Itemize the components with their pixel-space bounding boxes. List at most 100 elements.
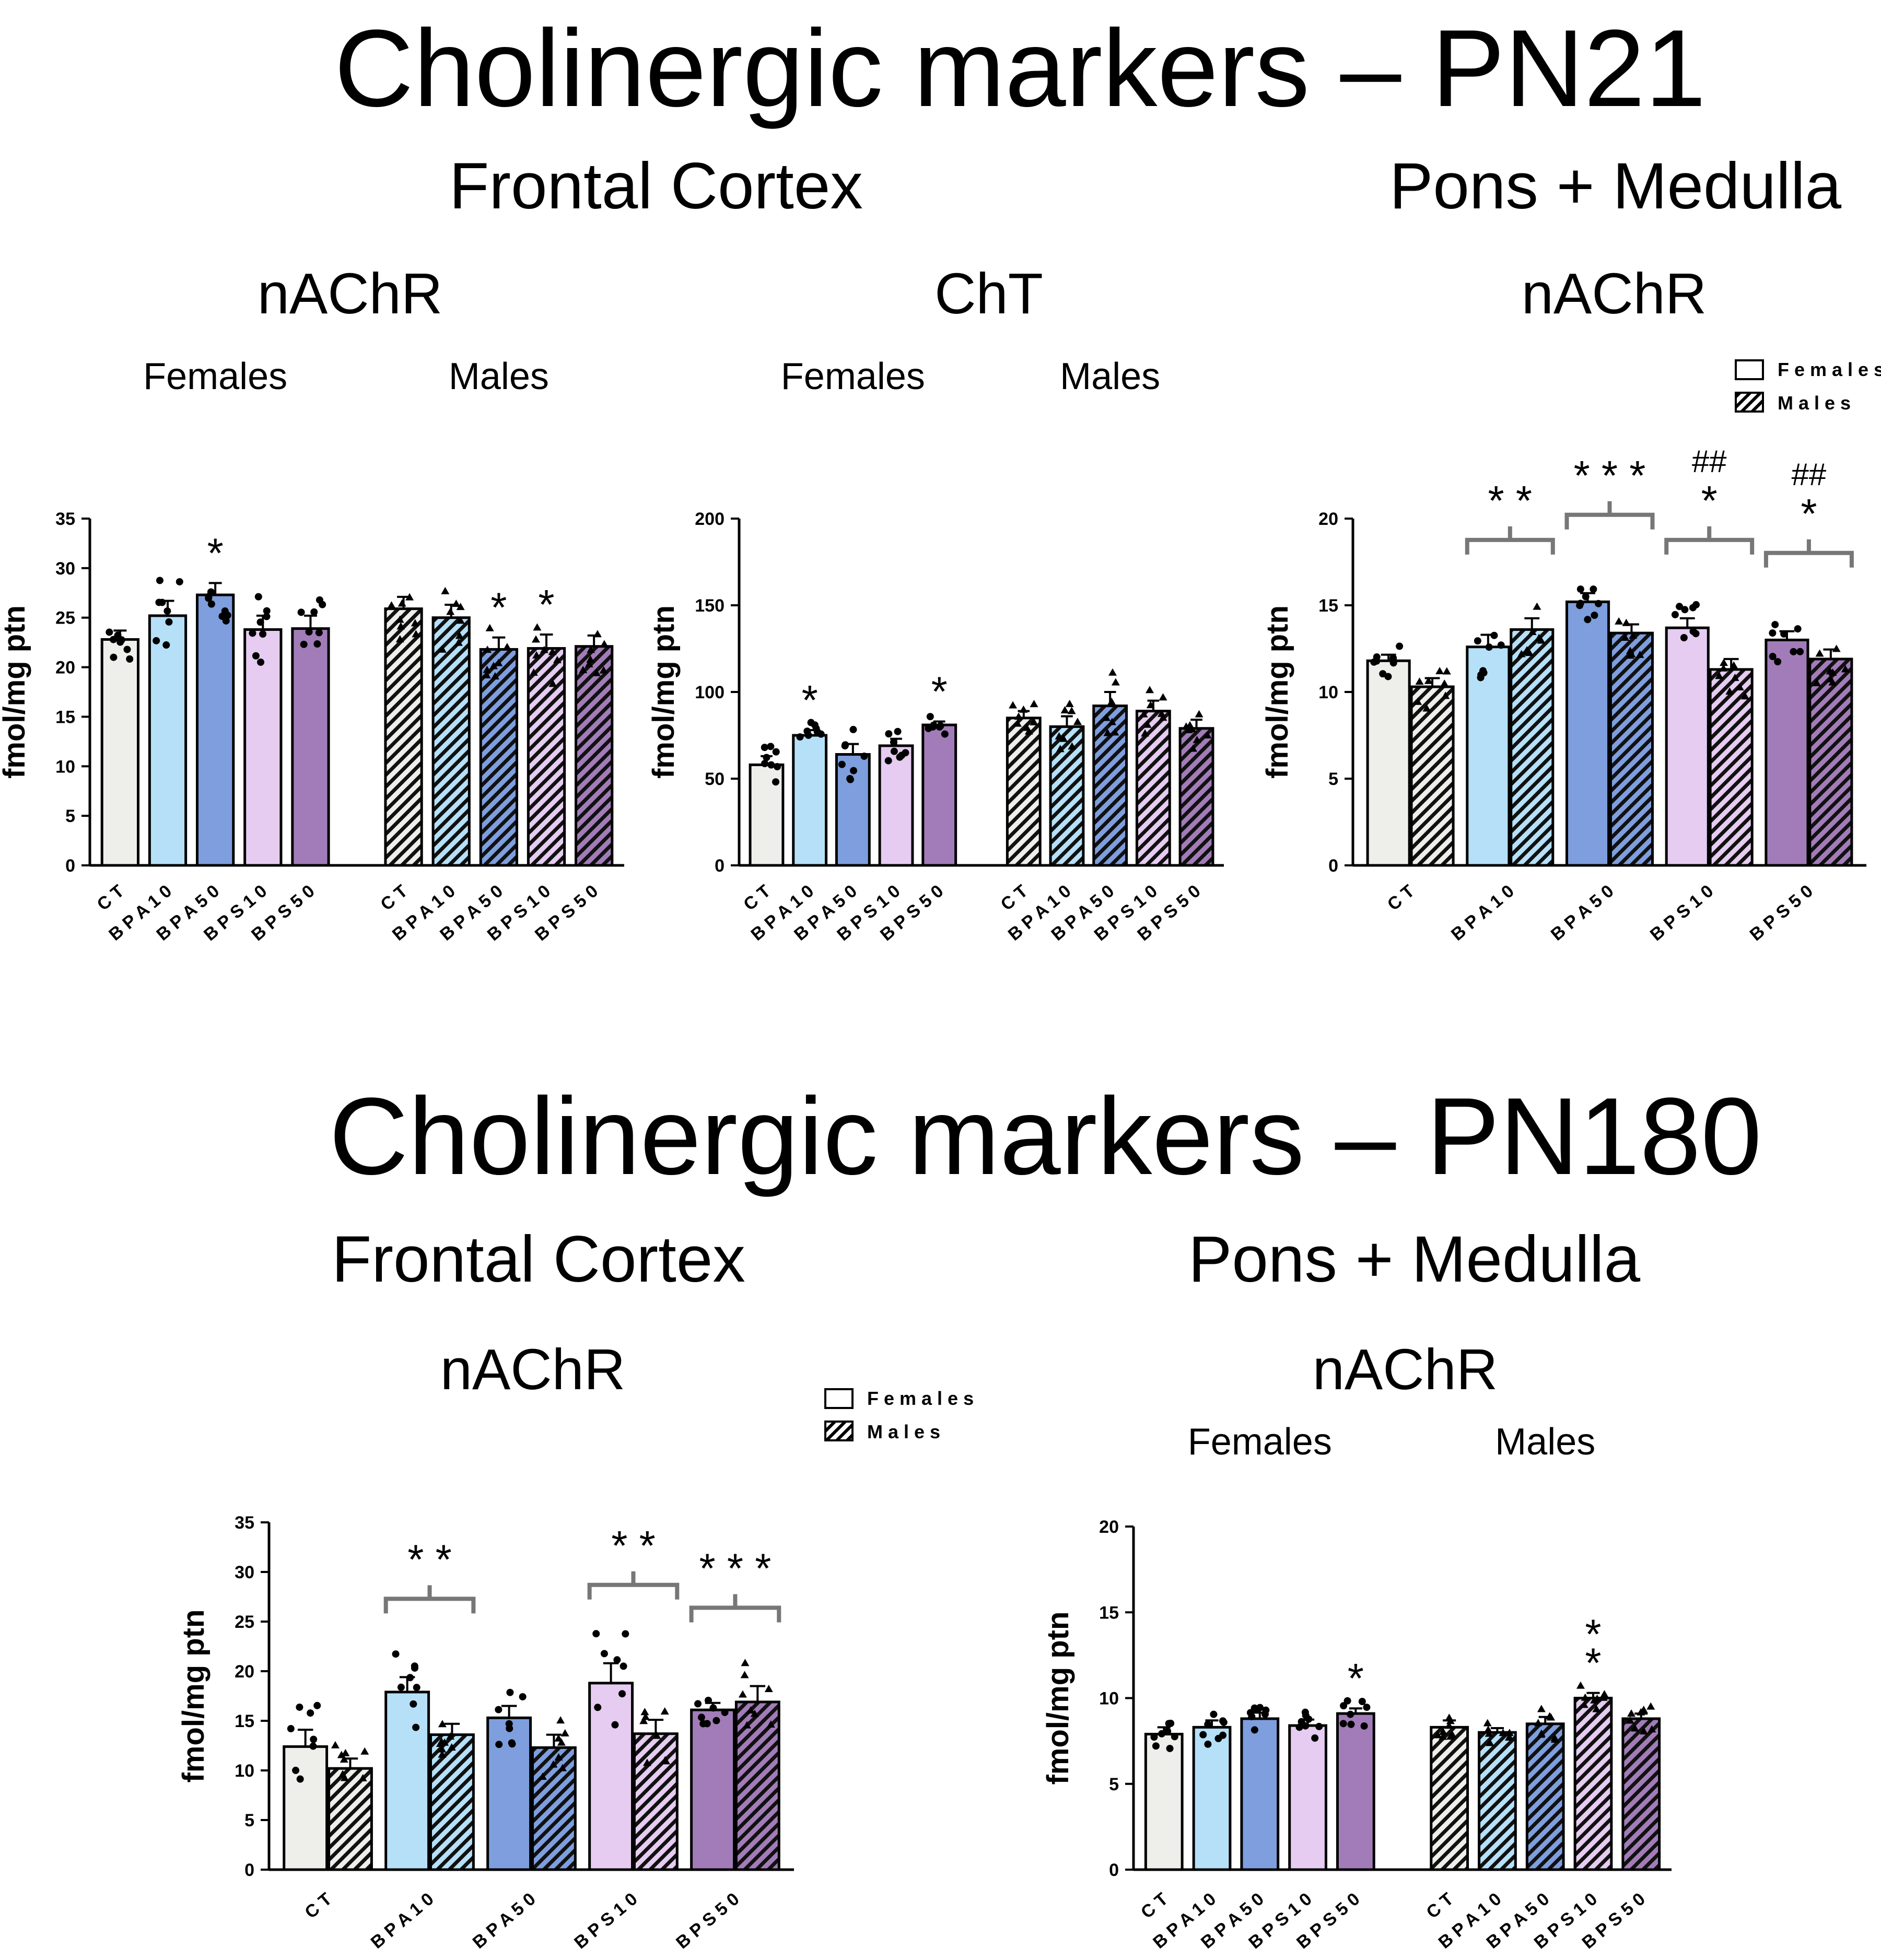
data-point [297, 608, 305, 616]
data-point [1413, 697, 1422, 705]
data-point [587, 645, 595, 653]
data-point [1343, 1697, 1351, 1705]
bar-m-bps10 [527, 647, 566, 867]
data-point [750, 1709, 759, 1717]
data-point [1422, 704, 1431, 712]
data-point [447, 1743, 456, 1751]
data-point [1189, 744, 1198, 752]
data-point [556, 1716, 565, 1724]
y-tick-label: 20 [1318, 509, 1338, 529]
legend-label-females: F e m a l e s [867, 1388, 974, 1409]
data-point [1790, 648, 1797, 655]
data-point [1141, 729, 1150, 737]
data-point [761, 744, 768, 752]
chart-title: nAChR [1313, 1337, 1498, 1402]
data-point [764, 1684, 773, 1692]
legend-swatch-females [824, 1388, 854, 1409]
data-point [406, 1674, 414, 1682]
data-point [1111, 678, 1120, 686]
data-point [392, 1650, 400, 1658]
x-tick-label: C T [1137, 1889, 1172, 1922]
data-point [1396, 642, 1404, 650]
data-point [1731, 673, 1739, 681]
data-point [529, 668, 538, 676]
data-point [1014, 712, 1023, 720]
data-point [1146, 701, 1155, 709]
data-point [1107, 718, 1116, 725]
data-point [1580, 1700, 1588, 1708]
x-tick-label: C T [1384, 881, 1419, 914]
data-point [738, 1690, 747, 1698]
bar-f-bps50 [1336, 1712, 1375, 1871]
x-tick-label: C T [1422, 1889, 1457, 1922]
significance-label: * [802, 677, 818, 723]
y-tick-label: 15 [55, 707, 75, 727]
data-point [1533, 602, 1541, 610]
data-point [1640, 1727, 1649, 1735]
data-point [740, 1671, 749, 1679]
bar-m-bpa50 [1092, 705, 1128, 867]
data-point [1060, 706, 1069, 714]
data-point [772, 778, 780, 786]
data-point [1363, 1704, 1371, 1711]
data-point [1446, 1717, 1455, 1724]
data-point [413, 1684, 420, 1692]
bar-m-bpa10 [1478, 1731, 1517, 1871]
legend-label-males: M a l e s [1778, 392, 1851, 414]
data-point [699, 1720, 707, 1728]
data-point [766, 1720, 775, 1728]
data-point [446, 1732, 455, 1740]
data-point [842, 741, 849, 749]
data-point [599, 666, 608, 674]
y-tick-label: 20 [1099, 1517, 1119, 1537]
significance-label: * [1585, 1611, 1601, 1658]
bar-f-bpa50 [196, 593, 235, 867]
data-point [519, 1693, 527, 1700]
data-point [1204, 1740, 1212, 1748]
data-point [340, 1755, 348, 1763]
data-point [436, 1739, 445, 1747]
data-point [387, 601, 396, 609]
bar-m-bps10 [1573, 1697, 1613, 1871]
data-point [1295, 1723, 1303, 1731]
chart-title: nAChR [258, 262, 443, 326]
data-point [1725, 687, 1734, 695]
data-point [1505, 1729, 1514, 1736]
data-point [1433, 1731, 1442, 1739]
data-point [613, 1656, 621, 1664]
x-tick-label: C T [94, 881, 128, 914]
bar-f-ct [283, 1745, 329, 1871]
data-point [838, 760, 846, 768]
significance-bracket [1564, 501, 1655, 530]
data-point [452, 600, 461, 607]
data-point [1576, 602, 1584, 609]
data-point [902, 749, 909, 757]
bar-m-bpa10 [431, 616, 471, 867]
data-point [456, 616, 465, 624]
data-point [1315, 1722, 1323, 1730]
data-point [1188, 725, 1197, 733]
data-point [712, 1717, 720, 1724]
data-point [249, 629, 256, 637]
data-point [441, 586, 450, 594]
data-point [1832, 644, 1841, 652]
data-point [1525, 649, 1534, 656]
bar-f-bpa50 [1240, 1717, 1280, 1871]
x-tick-label: B P S 1 0 [570, 1889, 641, 1953]
x-tick-label: B P A 5 0 [469, 1889, 540, 1953]
y-tick-label: 10 [1318, 683, 1338, 702]
bar-m-bpa50 [479, 648, 518, 867]
data-point [548, 679, 557, 687]
data-point [1152, 1742, 1160, 1750]
data-point [585, 660, 593, 667]
bar-m-bps50 [1621, 1717, 1661, 1871]
data-point [1166, 1744, 1174, 1752]
data-point [106, 628, 113, 636]
data-point [305, 628, 313, 636]
data-point [1485, 1729, 1493, 1737]
data-point [411, 1662, 418, 1670]
significance-bracket [1465, 526, 1555, 555]
y-tick-label: 5 [65, 806, 75, 826]
data-point [483, 645, 492, 653]
data-point [1547, 1713, 1556, 1721]
